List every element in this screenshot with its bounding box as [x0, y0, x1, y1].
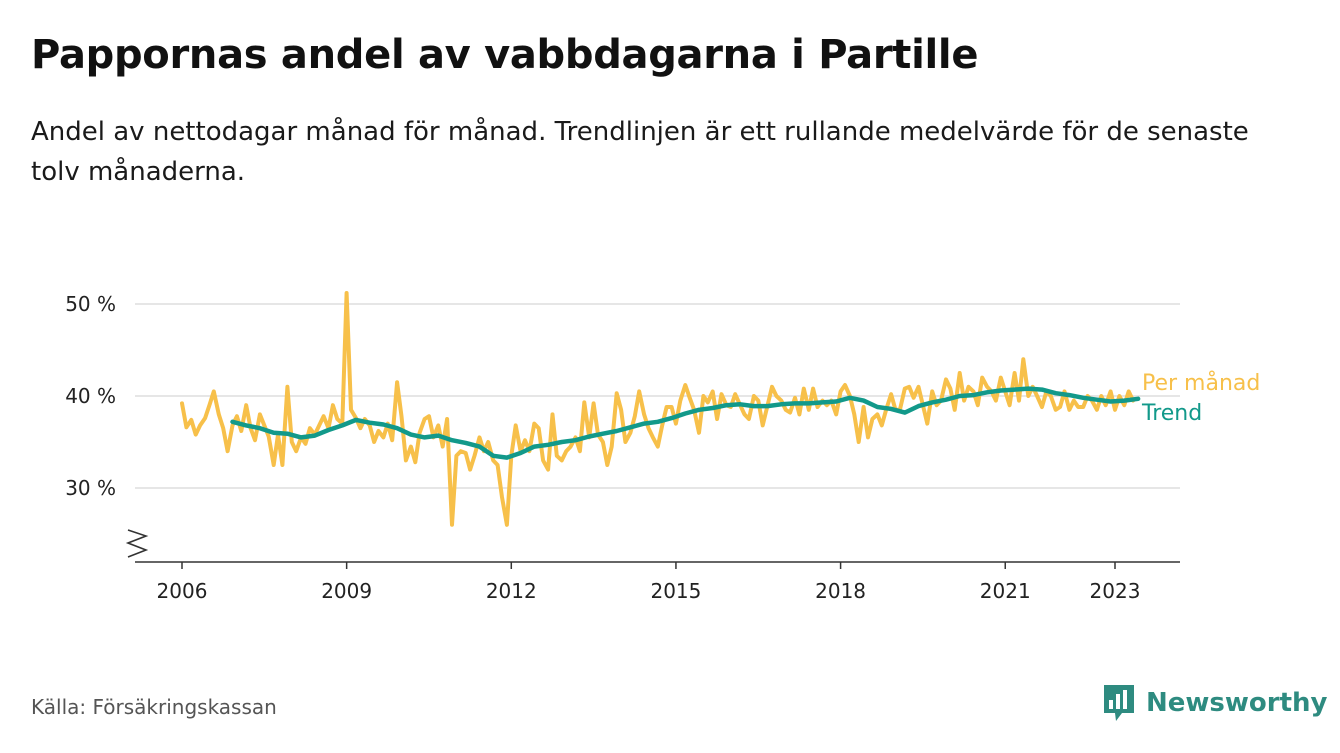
- y-tick-label-30: 30 %: [65, 476, 116, 500]
- page-subtitle: Andel av nettodagar månad för månad. Tre…: [31, 117, 1249, 187]
- series-lines: [180, 291, 1141, 527]
- legend-label-trend: Trend: [1141, 401, 1202, 426]
- series-line-per-manad: [180, 291, 1136, 527]
- x-tick-label-2018: 2018: [815, 579, 866, 603]
- page-title: Pappornas andel av vabbdagarna i Partill…: [31, 32, 979, 78]
- x-tick-label-2021: 2021: [980, 579, 1031, 603]
- x-tick-label-2009: 2009: [321, 579, 372, 603]
- zigzag-axis-break-icon: [125, 529, 149, 558]
- x-axis: [125, 529, 1180, 569]
- axis-labels: 30 % 40 % 50 % 2006 2009 2012 2015 2018 2021 2023…: [65, 292, 1260, 603]
- brand-name: Newsworthy: [1146, 688, 1328, 718]
- bar-chart-speech-bubble-icon: [1104, 685, 1134, 721]
- x-tick-label-2023: 2023: [1090, 579, 1141, 603]
- grid-lines: [135, 303, 1180, 489]
- y-tick-label-50: 50 %: [65, 292, 116, 316]
- x-tick-label-2015: 2015: [650, 579, 701, 603]
- source-note: Källa: Försäkringskassan: [31, 695, 277, 719]
- legend-label-per-manad: Per månad: [1142, 370, 1260, 396]
- x-tick-label-2006: 2006: [157, 579, 208, 603]
- x-tick-label-2012: 2012: [486, 579, 537, 603]
- series-line-trend: [230, 386, 1141, 460]
- y-tick-label-40: 40 %: [65, 384, 116, 408]
- brand-logo[interactable]: Newsworthy: [1102, 683, 1327, 723]
